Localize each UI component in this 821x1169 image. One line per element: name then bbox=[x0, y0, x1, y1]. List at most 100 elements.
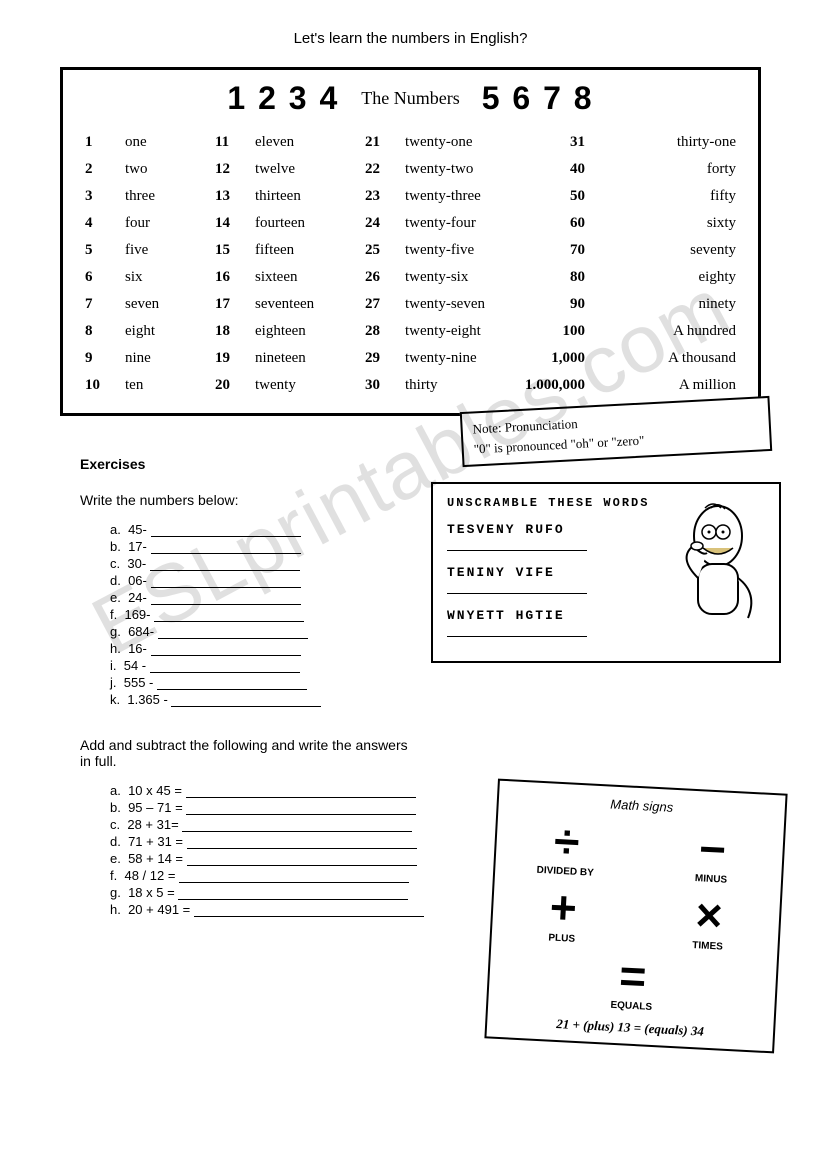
item-letter: j. bbox=[110, 675, 117, 690]
num-cell: 7 bbox=[81, 291, 121, 318]
item-letter: f. bbox=[110, 868, 117, 883]
item-letter: b. bbox=[110, 800, 121, 815]
exercises-heading: Exercises bbox=[80, 456, 761, 472]
word-cell: twenty-six bbox=[401, 264, 521, 291]
item-prompt: 54 - bbox=[124, 658, 146, 673]
header-right-digits: 5 6 7 8 bbox=[482, 80, 594, 117]
math-symbol: + bbox=[549, 887, 578, 930]
table-row: 2two12twelve22twenty-two40forty bbox=[81, 156, 740, 183]
num-cell: 16 bbox=[211, 264, 251, 291]
item-prompt: 45- bbox=[128, 522, 147, 537]
num-cell: 31 bbox=[521, 129, 615, 156]
numbers-header: 1 2 3 4 The Numbers 5 6 7 8 bbox=[81, 80, 740, 117]
answer-blank[interactable] bbox=[151, 575, 301, 588]
num-cell: 27 bbox=[361, 291, 401, 318]
answer-blank[interactable] bbox=[182, 819, 412, 832]
num-cell: 14 bbox=[211, 210, 251, 237]
word-cell: twenty-three bbox=[401, 183, 521, 210]
item-prompt: 30- bbox=[127, 556, 146, 571]
word-cell: ten bbox=[121, 372, 211, 399]
math-label: MINUS bbox=[695, 873, 728, 886]
math-symbol: ÷ bbox=[537, 820, 596, 864]
table-row: 1one11eleven21twenty-one31thirty-one bbox=[81, 129, 740, 156]
word-cell: twenty-seven bbox=[401, 291, 521, 318]
item-letter: i. bbox=[110, 658, 117, 673]
answer-blank[interactable] bbox=[194, 904, 424, 917]
word-cell: one bbox=[121, 129, 211, 156]
num-cell: 13 bbox=[211, 183, 251, 210]
answer-blank[interactable] bbox=[186, 802, 416, 815]
answer-blank[interactable] bbox=[187, 836, 417, 849]
word-cell: thirty bbox=[401, 372, 521, 399]
numbers-table: 1one11eleven21twenty-one31thirty-one2two… bbox=[81, 129, 740, 399]
math-sign-item: −MINUS bbox=[695, 828, 730, 886]
item-prompt: 20 + 491 = bbox=[128, 902, 190, 917]
math-equals-item: = EQUALS bbox=[500, 949, 765, 1019]
num-cell: 5 bbox=[81, 237, 121, 264]
answer-blank[interactable] bbox=[158, 626, 308, 639]
item-letter: d. bbox=[110, 573, 121, 588]
answer-blank[interactable] bbox=[151, 643, 301, 656]
num-cell: 25 bbox=[361, 237, 401, 264]
word-cell: three bbox=[121, 183, 211, 210]
math-sign-item: +PLUS bbox=[548, 887, 578, 945]
item-letter: h. bbox=[110, 902, 121, 917]
item-prompt: 684- bbox=[128, 624, 154, 639]
answer-blank[interactable] bbox=[151, 592, 301, 605]
answer-blank[interactable] bbox=[171, 694, 321, 707]
item-prompt: 18 x 5 = bbox=[128, 885, 175, 900]
item-prompt: 1.365 - bbox=[127, 692, 167, 707]
math-label: DIVIDED BY bbox=[536, 865, 594, 879]
num-cell: 9 bbox=[81, 345, 121, 372]
list-item: j. 555 - bbox=[110, 675, 761, 690]
word-cell: twenty-nine bbox=[401, 345, 521, 372]
item-letter: h. bbox=[110, 641, 121, 656]
scramble-answer-blank[interactable] bbox=[447, 582, 587, 594]
item-letter: c. bbox=[110, 556, 120, 571]
word-cell: twenty-five bbox=[401, 237, 521, 264]
num-cell: 26 bbox=[361, 264, 401, 291]
list-item: k. 1.365 - bbox=[110, 692, 761, 707]
item-letter: a. bbox=[110, 783, 121, 798]
answer-blank[interactable] bbox=[179, 870, 409, 883]
word-cell: ninety bbox=[615, 291, 740, 318]
num-cell: 8 bbox=[81, 318, 121, 345]
num-cell: 60 bbox=[521, 210, 615, 237]
item-letter: b. bbox=[110, 539, 121, 554]
answer-blank[interactable] bbox=[154, 609, 304, 622]
word-cell: two bbox=[121, 156, 211, 183]
item-letter: d. bbox=[110, 834, 121, 849]
answer-blank[interactable] bbox=[150, 660, 300, 673]
header-title: The Numbers bbox=[351, 88, 469, 109]
scramble-answer-blank[interactable] bbox=[447, 625, 587, 637]
item-letter: f. bbox=[110, 607, 117, 622]
answer-blank[interactable] bbox=[157, 677, 307, 690]
answer-blank[interactable] bbox=[151, 541, 301, 554]
item-prompt: 58 + 14 = bbox=[128, 851, 183, 866]
table-row: 3three13thirteen23twenty-three50fifty bbox=[81, 183, 740, 210]
num-cell: 90 bbox=[521, 291, 615, 318]
num-cell: 11 bbox=[211, 129, 251, 156]
num-cell: 10 bbox=[81, 372, 121, 399]
num-cell: 1 bbox=[81, 129, 121, 156]
homer-thinking-icon bbox=[663, 498, 773, 638]
table-row: 5five15fifteen25twenty-five70seventy bbox=[81, 237, 740, 264]
answer-blank[interactable] bbox=[186, 785, 416, 798]
answer-blank[interactable] bbox=[150, 558, 300, 571]
num-cell: 4 bbox=[81, 210, 121, 237]
word-cell: twenty-eight bbox=[401, 318, 521, 345]
word-cell: thirty-one bbox=[615, 129, 740, 156]
answer-blank[interactable] bbox=[151, 524, 301, 537]
num-cell: 21 bbox=[361, 129, 401, 156]
num-cell: 23 bbox=[361, 183, 401, 210]
scramble-answer-blank[interactable] bbox=[447, 539, 587, 551]
word-cell: A million bbox=[615, 372, 740, 399]
num-cell: 40 bbox=[521, 156, 615, 183]
answer-blank[interactable] bbox=[187, 853, 417, 866]
answer-blank[interactable] bbox=[178, 887, 408, 900]
num-cell: 100 bbox=[521, 318, 615, 345]
item-letter: g. bbox=[110, 885, 121, 900]
item-letter: e. bbox=[110, 590, 121, 605]
word-cell: six bbox=[121, 264, 211, 291]
word-cell: eighteen bbox=[251, 318, 361, 345]
